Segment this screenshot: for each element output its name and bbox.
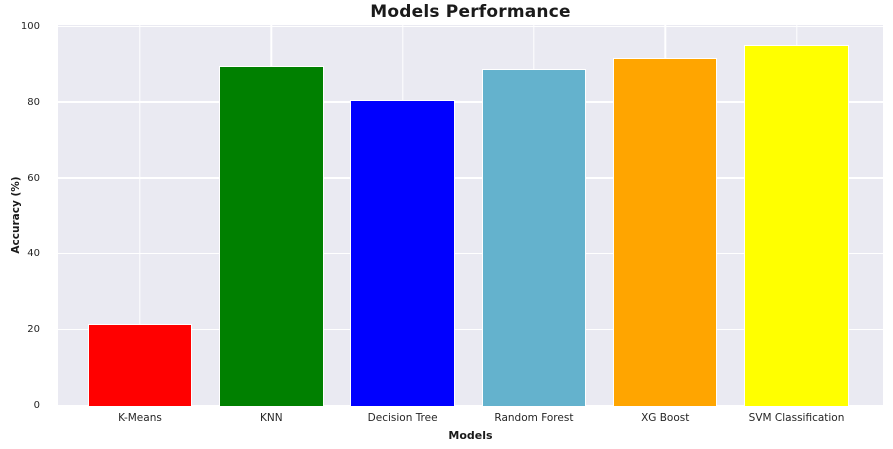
x-axis-ticks: K-Means KNN Decision Tree Random Forest XG B… (58, 406, 883, 428)
bar-knn (219, 66, 324, 406)
x-tick-label: Random Forest (494, 412, 574, 424)
y-tick-label: 60 (27, 172, 40, 184)
y-tick-label: 40 (27, 248, 40, 260)
bar-k-means (87, 324, 193, 406)
y-axis-ticks: 0 20 40 60 80 100 (0, 21, 42, 411)
plot-area (58, 25, 883, 406)
y-tick-label: 20 (27, 324, 40, 336)
y-tick-label: 100 (20, 20, 40, 32)
gridline-y-40 (58, 252, 883, 255)
bar-decision-tree (350, 100, 455, 406)
gridline-x (139, 25, 141, 406)
x-tick-label: KNN (259, 412, 283, 424)
x-tick-label: Decision Tree (367, 412, 438, 424)
x-tick-label: K-Means (118, 412, 162, 424)
x-axis-label: Models (448, 429, 493, 442)
chart-title: Models Performance (370, 2, 571, 22)
y-tick-label: 80 (27, 96, 40, 108)
gridline-y-80 (58, 101, 883, 103)
gridline-y-60 (58, 177, 883, 179)
bar-svm-classification (744, 45, 849, 406)
x-tick-label: SVM Classification (748, 412, 845, 424)
gridline-y-20 (58, 328, 883, 331)
bar-xg-boost (612, 57, 718, 406)
gridline-y-0 (58, 404, 883, 406)
x-tick-label: XG Boost (641, 412, 690, 424)
y-tick-label: 0 (33, 400, 40, 411)
bar-random-forest (481, 68, 587, 406)
gridline-y-100 (58, 25, 883, 27)
